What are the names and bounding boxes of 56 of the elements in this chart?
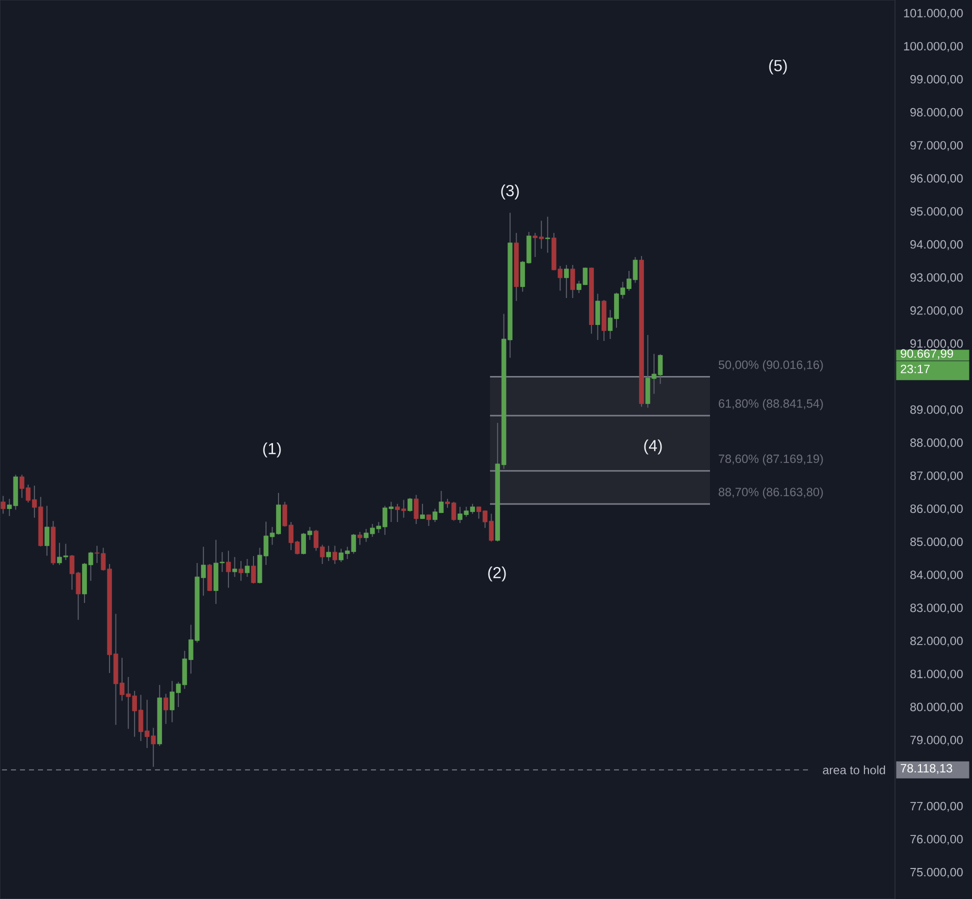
text: 23:17 bbox=[900, 364, 930, 374]
y-tick-label: 76.000,00 bbox=[910, 834, 963, 845]
y-tick-label: 99.000,00 bbox=[910, 74, 963, 85]
y-tick-label: 87.000,00 bbox=[910, 471, 963, 482]
y-tick-label: 77.000,00 bbox=[910, 802, 963, 812]
candlestick bbox=[357, 531, 362, 546]
candlestick bbox=[163, 693, 168, 724]
candlestick bbox=[414, 494, 419, 524]
candlestick bbox=[226, 550, 231, 588]
y-tick-label: 82.000,00 bbox=[910, 636, 963, 647]
candlestick bbox=[570, 264, 576, 298]
y-tick-label: 84.000,00 bbox=[910, 570, 963, 580]
y-tick-label: 83.000,00 bbox=[910, 604, 963, 614]
text: 78.118,13 bbox=[900, 764, 952, 774]
y-tick-label: 81.000,00 bbox=[910, 670, 963, 680]
annotation: (3) bbox=[501, 184, 519, 200]
y-tick-label: 100.000,00 bbox=[904, 42, 963, 52]
y-tick-label: 94.000,00 bbox=[910, 240, 963, 250]
candlestick bbox=[332, 545, 338, 564]
y-tick-label: 91.000,00 bbox=[910, 339, 963, 350]
annotation: (4) bbox=[644, 440, 662, 454]
y-tick-label: 86.000,00 bbox=[910, 504, 963, 514]
ref-line-label: 61,80% (88.841,54) bbox=[718, 398, 823, 410]
text: 90.667,99 bbox=[900, 349, 954, 360]
candlestick bbox=[44, 505, 50, 556]
y-tick-label: 97.000,00 bbox=[910, 141, 963, 151]
ref-line-label: area to hold bbox=[822, 765, 886, 774]
candlestick bbox=[564, 264, 569, 298]
y-tick-label: 88.000,00 bbox=[910, 438, 963, 448]
annotation: (1) bbox=[263, 442, 281, 458]
candlestick bbox=[420, 503, 425, 520]
candlestick bbox=[0, 495, 6, 514]
y-tick-label: 95.000,00 bbox=[910, 207, 963, 218]
y-tick-label: 85.000,00 bbox=[910, 538, 963, 548]
y-tick-label: 80.000,00 bbox=[910, 702, 963, 713]
candlestick bbox=[238, 560, 244, 582]
y-tick-label: 96.000,00 bbox=[910, 174, 963, 184]
y-tick-label: 93.000,00 bbox=[910, 273, 963, 284]
candlestick bbox=[251, 556, 256, 584]
annotation: (5) bbox=[769, 60, 787, 74]
y-tick-label: 89.000,00 bbox=[910, 405, 963, 416]
y-tick-label: 92.000,00 bbox=[910, 306, 963, 316]
ref-line-label: 78,60% (87.169,19) bbox=[718, 454, 823, 466]
candlestick bbox=[244, 558, 250, 578]
annotation: (2) bbox=[488, 566, 506, 582]
ref-line-label: 88,70% (86.163,80) bbox=[718, 487, 823, 499]
y-tick-label: 101.000,00 bbox=[904, 8, 963, 19]
y-tick-label: 75.000,00 bbox=[910, 868, 963, 878]
candlestick bbox=[326, 545, 331, 562]
candlestick bbox=[232, 556, 238, 578]
candlestick bbox=[408, 497, 412, 512]
y-tick-label: 98.000,00 bbox=[910, 108, 963, 118]
candlestick bbox=[595, 293, 600, 340]
ref-line-label: 50,00% (90.016,16) bbox=[718, 360, 823, 372]
candlestick bbox=[545, 216, 550, 254]
y-tick-label: 79.000,00 bbox=[910, 736, 963, 746]
